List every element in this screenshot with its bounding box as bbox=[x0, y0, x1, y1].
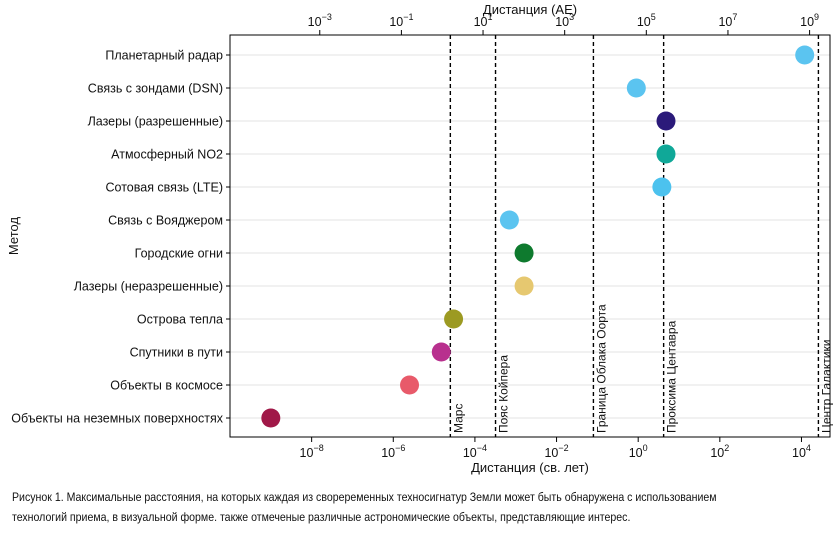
x-top-tick-label: 105 bbox=[637, 12, 656, 29]
x-tick-label: 10−8 bbox=[300, 443, 324, 460]
data-point bbox=[444, 309, 464, 329]
x-tick-label: 10−4 bbox=[463, 443, 487, 460]
y-tick-label: Острова тепла bbox=[137, 313, 223, 327]
reference-line-label: Граница Облака Oорта bbox=[594, 304, 608, 433]
y-tick-label: Объекты в космосе bbox=[110, 379, 223, 393]
data-point bbox=[261, 408, 281, 428]
caption-line-2: технологий приема, в визуальной форме. т… bbox=[12, 510, 631, 524]
data-point bbox=[626, 78, 646, 98]
y-tick-label: Лазеры (неразрешенные) bbox=[74, 280, 223, 294]
y-tick-label: Объекты на неземных поверхностях bbox=[11, 412, 224, 426]
y-axis-label: Метод bbox=[6, 217, 21, 256]
reference-line-label: Центр Галактики bbox=[819, 340, 833, 433]
x-top-tick-label: 109 bbox=[800, 12, 819, 29]
chart: Марс Пояс Койпера Граница Облака Oорта Прок… bbox=[6, 2, 833, 475]
data-point bbox=[514, 276, 534, 296]
x-top-tick-label: 101 bbox=[474, 12, 493, 29]
data-point bbox=[400, 375, 420, 395]
x-axis-label: Дистанция (св. лет) bbox=[471, 460, 589, 475]
y-tick-label: Связь с зондами (DSN) bbox=[88, 82, 223, 96]
data-point bbox=[656, 144, 676, 164]
x-tick-label: 10−6 bbox=[381, 443, 405, 460]
data-point bbox=[514, 243, 534, 263]
x-top-tick-label: 107 bbox=[718, 12, 737, 29]
x-tick-label: 100 bbox=[629, 443, 648, 460]
x-ticks-top: 10−3 10−1 101 103 105 107 109 bbox=[308, 12, 819, 35]
grid-lines bbox=[230, 54, 830, 419]
y-tick-label: Связь с Вояджером bbox=[108, 214, 223, 228]
reference-line-label: Проксима Центавра bbox=[665, 320, 679, 433]
data-point bbox=[795, 45, 815, 65]
x-ticks-bottom: 10−8 10−6 10−4 10−2 100 102 104 bbox=[300, 437, 811, 460]
y-tick-label: Атмосферный NO2 bbox=[111, 148, 223, 162]
y-tick-label: Спутники в пути bbox=[130, 346, 223, 360]
y-tick-label: Лазеры (разрешенные) bbox=[88, 115, 223, 129]
figure-caption: Рисунок 1. Максимальные расстояния, на к… bbox=[12, 487, 717, 527]
x-tick-label: 104 bbox=[792, 443, 811, 460]
y-tick-label: Планетарный радар bbox=[105, 49, 223, 63]
plot-frame bbox=[229, 34, 831, 438]
x-tick-label: 10−2 bbox=[544, 443, 568, 460]
data-point bbox=[652, 177, 672, 197]
data-point bbox=[499, 210, 519, 230]
x-tick-label: 102 bbox=[710, 443, 729, 460]
reference-line-label: Марс bbox=[451, 404, 465, 433]
reference-line-label: Пояс Койпера bbox=[497, 355, 511, 433]
y-tick-label: Городские огни bbox=[135, 247, 223, 261]
data-point bbox=[656, 111, 676, 131]
data-point bbox=[431, 342, 451, 362]
y-tick-label: Сотовая связь (LTE) bbox=[106, 181, 224, 195]
data-points bbox=[261, 45, 815, 428]
y-tick-labels: Планетарный радар Связь с зондами (DSN) Ла… bbox=[11, 49, 230, 426]
x-top-tick-label: 10−1 bbox=[389, 12, 413, 29]
x-axis-top-label: Дистанция (AE) bbox=[483, 2, 577, 17]
x-top-tick-label: 103 bbox=[555, 12, 574, 29]
x-top-tick-label: 10−3 bbox=[308, 12, 332, 29]
caption-line-1: Рисунок 1. Максимальные расстояния, на к… bbox=[12, 490, 717, 504]
